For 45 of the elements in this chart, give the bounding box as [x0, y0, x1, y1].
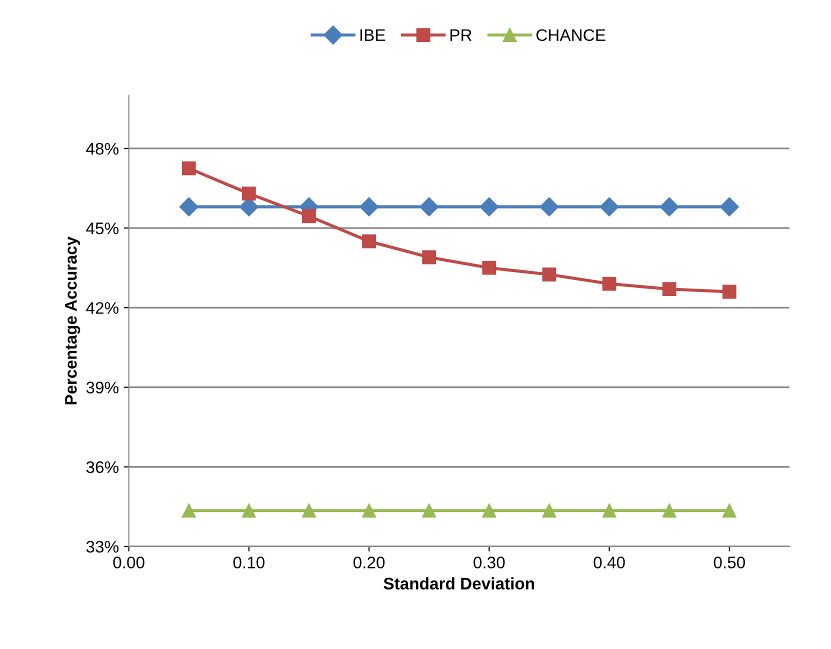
point — [482, 260, 496, 275]
point — [302, 504, 316, 518]
x-tick-label: 0.10 — [233, 556, 264, 568]
point — [722, 284, 736, 299]
legend-label: IBE — [360, 29, 386, 41]
point — [422, 504, 436, 518]
point — [362, 504, 376, 518]
point — [542, 268, 556, 282]
point — [662, 504, 676, 518]
point — [600, 197, 619, 216]
point — [720, 197, 739, 216]
point — [660, 197, 679, 216]
x-tick-label: 0.00 — [113, 556, 144, 568]
point — [179, 197, 198, 216]
legend-label: PR — [450, 29, 472, 41]
point — [302, 209, 316, 224]
point — [602, 276, 616, 291]
y-tick-label: 48% — [86, 142, 118, 155]
point — [420, 197, 439, 216]
x-axis-title: Standard Deviation — [384, 577, 534, 590]
point — [360, 197, 379, 216]
point — [242, 504, 256, 518]
x-tick-label: 0.20 — [353, 556, 385, 568]
point — [480, 197, 499, 216]
point — [602, 504, 616, 518]
point — [542, 504, 556, 518]
y-tick-label: 33% — [86, 540, 118, 553]
x-tick-label: 0.40 — [594, 556, 625, 568]
legend-label: CHANCE — [536, 29, 606, 42]
point — [662, 282, 676, 296]
point — [242, 186, 256, 201]
x-tick-label: 0.50 — [714, 556, 745, 568]
point — [540, 197, 559, 216]
point — [362, 234, 376, 248]
point — [182, 161, 196, 176]
y-tick-label: 36% — [86, 461, 118, 474]
point — [722, 504, 736, 518]
point — [482, 504, 496, 518]
y-tick-label: 42% — [86, 302, 118, 314]
point — [182, 504, 196, 518]
y-axis-title: Percentage Accuracy — [65, 236, 80, 404]
x-tick-label: 0.30 — [474, 556, 505, 568]
y-tick-label: 39% — [86, 382, 118, 394]
point — [422, 250, 436, 264]
y-tick-label: 45% — [86, 222, 118, 234]
